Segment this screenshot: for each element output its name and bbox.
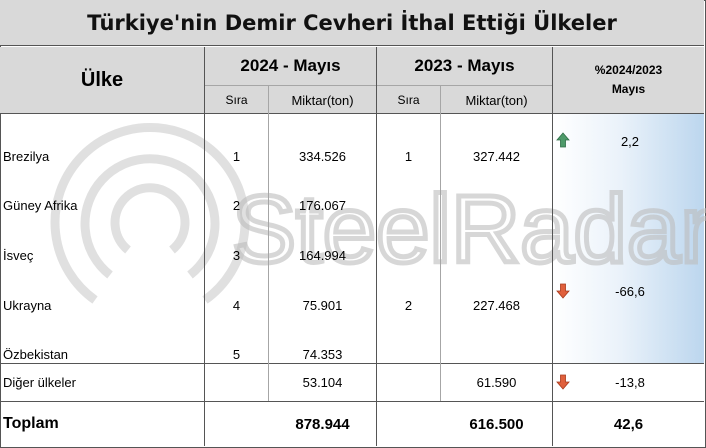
row-rank-2024: 1 [232,148,241,164]
total-change: 42,6 [613,415,644,433]
row-amount-2024: 164.994 [299,247,346,263]
header-change-line1: %2024/2023 [594,63,663,77]
row-country: Brezilya [3,148,50,164]
header-rank-2023: Sıra [397,93,420,107]
row-change: 2,2 [620,133,640,149]
header-country: Ülke [80,69,124,91]
header-change-line2: Mayıs [611,82,646,96]
others-amount-2023: 61.590 [476,375,517,390]
others-label: Diğer ülkeler [3,375,76,390]
arrow-up-icon [556,132,570,148]
row-amount-2024: 74.353 [302,346,343,362]
others-change: -13,8 [615,375,645,390]
subheader-divider [205,85,552,86]
col-divider [268,86,269,401]
col-divider [204,47,205,446]
others-top-border [0,363,704,364]
header-amount-2023: Miktar(ton) [465,92,528,108]
header-2024: 2024 - Mayıs [240,56,341,75]
row-amount-2024: 75.901 [302,297,343,313]
col-divider [552,47,553,446]
row-rank-2023: 1 [404,148,413,164]
header-background [0,47,704,114]
row-change: -66,6 [615,283,645,299]
total-label: Toplam [3,415,59,432]
change-column-gradient [553,114,704,363]
header-2023: 2023 - Mayıs [414,56,515,75]
col-divider [440,86,441,401]
header-amount-2024: Miktar(ton) [291,92,354,108]
row-country: Özbekistan [3,346,69,362]
table-title: Türkiye'nin Demir Cevheri İthal Ettiği Ü… [0,0,704,46]
row-amount-2023: 227.468 [473,297,520,313]
header-rank-2024: Sıra [225,93,248,107]
total-amount-2023: 616.500 [469,415,524,433]
total-top-border [0,401,704,402]
row-amount-2024: 334.526 [299,148,346,164]
row-rank-2024: 4 [232,297,241,313]
row-amount-2023: 327.442 [473,148,520,164]
row-rank-2023: 2 [404,297,413,313]
row-country: Ukrayna [3,297,52,313]
row-amount-2024: 176.067 [299,197,346,213]
col-divider [376,47,377,446]
row-country: Güney Afrika [3,197,78,213]
row-country: İsveç [3,247,34,263]
row-rank-2024: 5 [232,346,241,362]
others-amount-2024: 53.104 [302,375,343,390]
row-rank-2024: 3 [232,247,241,263]
arrow-down-icon [556,374,570,390]
row-rank-2024: 2 [232,197,241,213]
header-bottom-border [0,113,704,114]
total-amount-2024: 878.944 [295,415,350,433]
arrow-down-icon [556,283,570,299]
